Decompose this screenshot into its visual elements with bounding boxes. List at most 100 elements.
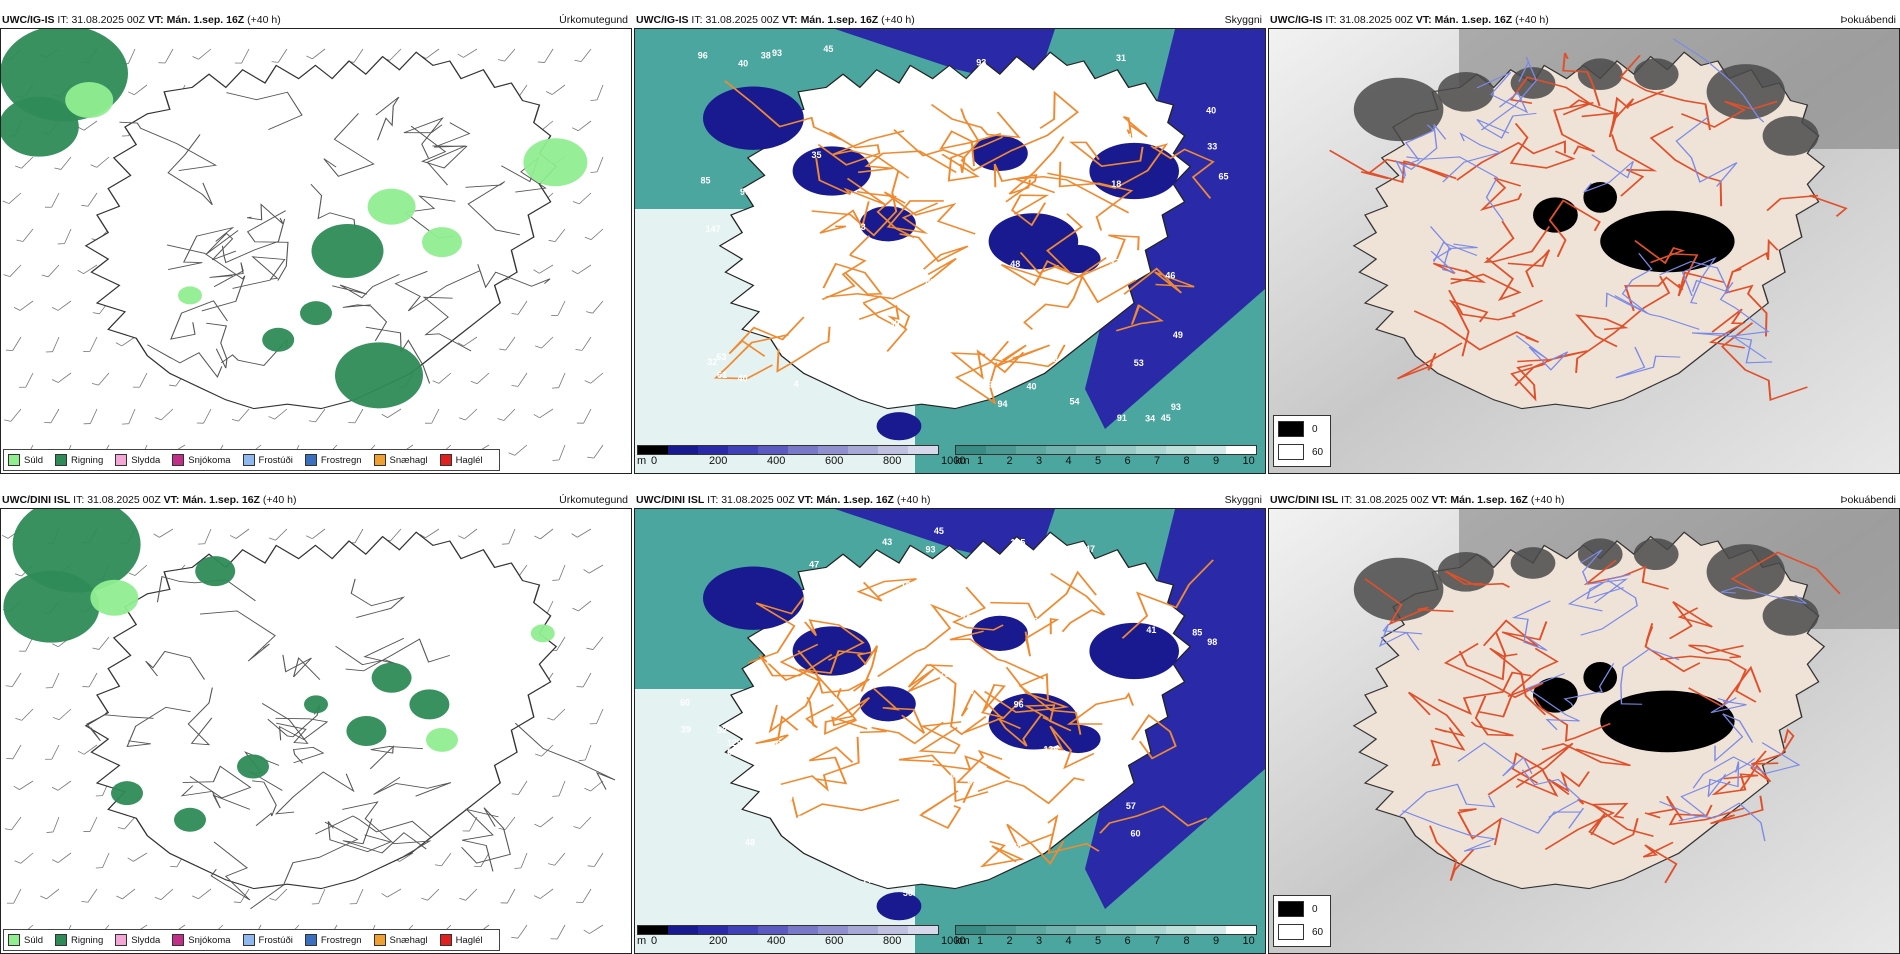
wind-barb-icon [550, 924, 566, 940]
legend-swatch [115, 934, 128, 946]
road-line [1583, 559, 1669, 590]
map-frame[interactable]: Súld Rigning Slydda Snjókoma Frostúði Frostre… [0, 28, 632, 474]
precip-area [311, 224, 384, 278]
road-line [1406, 156, 1504, 221]
init-label: IT: [57, 14, 69, 26]
panel-header: UWC/IG-IS IT: 31.08.2025 00Z VT: Mán. 1.… [1270, 14, 1896, 28]
panel-header: UWC/IG-IS IT: 31.08.2025 00Z VT: Mán. 1.… [2, 14, 628, 28]
ceiling-value-label: 94 [997, 399, 1007, 409]
wind-barb-icon [572, 600, 592, 612]
road-line [1429, 825, 1475, 881]
map-frame[interactable]: 48 47 47 39 49 39 216 42 41 67 52 45 67 36 50 43 60 60 60 7… [634, 508, 1266, 954]
colorbar-step [788, 926, 818, 934]
wind-barb-icon [91, 372, 110, 386]
road-line [1035, 213, 1083, 283]
legend-swatch [8, 934, 20, 946]
ceiling-value-label: 48 [745, 838, 755, 848]
colorbar-step [1226, 446, 1256, 454]
road-line [932, 755, 1011, 780]
road-line [342, 801, 432, 857]
ceiling-value-label: 53 [1134, 358, 1144, 368]
ceiling-value-label: 48 [767, 686, 777, 696]
road-line [199, 610, 276, 662]
wind-barb-icon [51, 300, 72, 311]
fog-dense-area [1533, 677, 1578, 713]
wind-barb-icon [234, 48, 250, 64]
road-line [1008, 136, 1065, 195]
low-ceiling-area [703, 86, 804, 150]
road-line [964, 684, 1006, 734]
legend-swatch [373, 934, 386, 946]
colorbar-tick: 10 [1242, 935, 1255, 947]
road-line [1732, 238, 1779, 273]
init-time: 31.08.2025 00Z [721, 494, 795, 506]
ceiling-value-label: 60 [1130, 829, 1140, 839]
road-line [1507, 249, 1551, 288]
road-line [918, 721, 962, 754]
road-line [859, 721, 944, 745]
colorbar-tick: 600 [825, 455, 844, 467]
road-line [261, 703, 309, 744]
map-frame[interactable]: 47 46 38 37 45 58 57 41 49 44 93 93 96 91 113 98 175 65 40… [634, 28, 1266, 474]
ceiling-value-label: 18 [1111, 179, 1121, 189]
road-line [422, 296, 472, 352]
road-line [410, 125, 468, 169]
wind-barb-icon [45, 672, 60, 689]
wind-barb-icon [16, 228, 34, 242]
ceiling-value-label: 37 [799, 191, 809, 201]
legend-item: Slydda [115, 454, 160, 466]
wind-barb-icon [231, 408, 250, 422]
precip-area [174, 807, 206, 832]
model-name: UWC/IG-IS [1270, 14, 1323, 26]
map-frame[interactable]: Súld Rigning Slydda Snjókoma Frostúði Frostre… [0, 508, 632, 954]
colorbar-tick: 2 [1006, 455, 1013, 467]
road-line [1448, 299, 1489, 357]
fog-index-map [1269, 509, 1899, 953]
road-line [1413, 310, 1540, 351]
fog-dense-area [1633, 58, 1679, 91]
ceiling-value-label: 39 [889, 319, 899, 329]
iceland-outline [84, 51, 558, 410]
ceiling-value-label: 150 [783, 269, 798, 279]
legend-label: Slydda [131, 454, 161, 466]
colorbar-step [1226, 926, 1256, 934]
precip-panel: UWC/IG-IS IT: 31.08.2025 00Z VT: Mán. 1.… [0, 12, 632, 474]
wind-barb-icon [584, 780, 604, 792]
fog-dense-area [1353, 77, 1444, 142]
road-line [461, 808, 499, 872]
road-line [209, 262, 244, 288]
precip-area [262, 327, 295, 352]
wind-barb-icon [500, 888, 516, 904]
legend-swatch [242, 934, 255, 946]
road-line [1476, 112, 1537, 139]
wind-barb-icon [573, 816, 592, 829]
ceiling-value-label: 46 [792, 195, 802, 205]
legend-item: Slydda [115, 934, 160, 946]
colorbar-step [1166, 926, 1196, 934]
wind-barb-icon [95, 852, 110, 869]
map-frame[interactable]: 0 60 [1268, 508, 1900, 954]
wind-barb-icon [474, 852, 490, 868]
ceiling-value-label: 93 [772, 48, 782, 58]
colorbar-step [848, 446, 878, 454]
legend-item: Snæhagl [373, 454, 428, 466]
map-frame[interactable]: 0 60 [1268, 28, 1900, 474]
wind-barb-icon [192, 888, 212, 900]
wind-barb-icon [545, 84, 566, 95]
wind-barb-icon [514, 852, 528, 869]
road-line [461, 807, 511, 864]
road-line [1659, 261, 1731, 294]
wind-barb-icon [153, 528, 174, 538]
wind-barb-icon [551, 372, 566, 389]
road-line [252, 780, 277, 826]
low-ceiling-area [1055, 244, 1101, 274]
ceiling-value-label: 43 [882, 537, 892, 547]
fog-dense-area [1510, 547, 1556, 579]
colorbar-step [698, 926, 728, 934]
wind-barb-icon [586, 300, 604, 314]
road-line [856, 190, 915, 239]
road-line [1692, 742, 1801, 789]
panel-title: Skyggni [1224, 14, 1262, 26]
road-line [166, 244, 246, 312]
wind-barb-icon [306, 528, 326, 540]
